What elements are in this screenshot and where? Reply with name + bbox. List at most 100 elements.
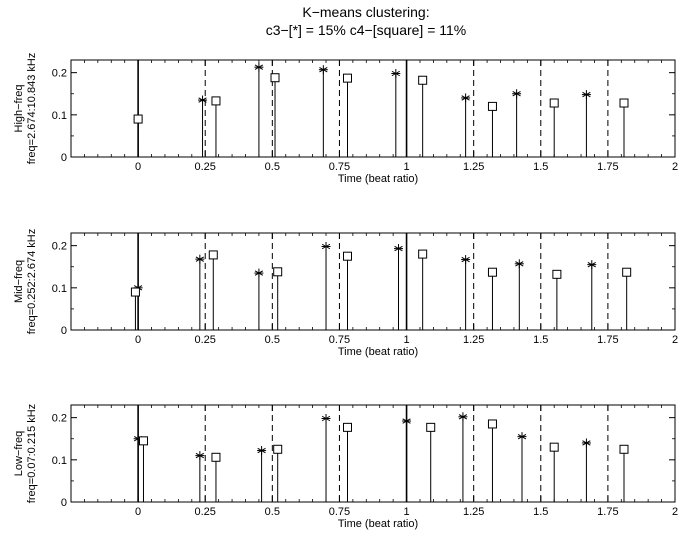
subplot-3: 0 0.25 0.5 0.75 1 1.25 1.5 1.75 2 0 0.1 0.2 Time (be… [13, 404, 678, 530]
star-marker [581, 90, 591, 100]
square-marker [418, 75, 428, 85]
y-axis-label-line1: Low−freq [13, 431, 25, 477]
x-tick-label: 0.5 [265, 506, 280, 518]
x-tick-label: 0.25 [195, 161, 216, 173]
x-tick-label: 0.25 [195, 506, 216, 518]
figure-title-line1: K−means clustering: [302, 4, 429, 20]
x-axis-label: Time (beat ratio) [338, 346, 418, 358]
star-marker [587, 260, 597, 270]
x-tick-label: 1.5 [533, 506, 548, 518]
star-marker [257, 446, 267, 456]
x-tick-label: 0.75 [329, 334, 350, 346]
square-marker [273, 444, 283, 454]
square-marker [619, 98, 629, 108]
x-tick-label: 1 [403, 334, 409, 346]
y-axis-label-line2: freq=2.674:10.843 kHz [26, 53, 38, 165]
square-marker [138, 436, 148, 446]
star-marker [512, 89, 522, 99]
x-tick-label: 0 [135, 161, 141, 173]
star-marker [391, 68, 401, 78]
square-marker [418, 249, 428, 259]
y-axis-label-line1: High−freq [13, 84, 25, 132]
square-marker [130, 287, 140, 297]
x-tick-label: 1.75 [597, 334, 618, 346]
subplot-2: 0 0.25 0.5 0.75 1 1.25 1.5 1.75 2 0 0.1 0.2 Time (be… [13, 229, 678, 358]
x-tick-label: 1 [403, 161, 409, 173]
square-marker [211, 96, 221, 106]
y-tick-label: 0.1 [52, 455, 67, 467]
x-tick-label: 0.5 [265, 161, 280, 173]
star-marker [458, 412, 468, 422]
x-tick-label: 1.75 [597, 506, 618, 518]
star-marker [318, 65, 328, 75]
square-marker [342, 251, 352, 261]
star-marker [461, 93, 471, 103]
y-tick-label: 0 [61, 152, 67, 164]
x-tick-label: 1.25 [463, 334, 484, 346]
square-marker [273, 267, 283, 277]
square-marker [426, 422, 436, 432]
star-marker [195, 451, 205, 461]
square-marker [552, 269, 562, 279]
star-marker [198, 95, 208, 105]
subplot-1: 0 0.25 0.5 0.75 1 1.25 1.5 1.75 2 0 0.1 0.2 Time (be… [13, 53, 678, 185]
star-marker [195, 254, 205, 264]
x-axis-label: Time (beat ratio) [338, 173, 418, 185]
y-axis-label-line2: freq=0.252:2.674 kHz [26, 229, 38, 335]
x-tick-label: 0 [135, 334, 141, 346]
y-axis-label-line1: Mid−freq [13, 260, 25, 303]
figure-title-line2: c3−[*] = 15% c4−[square] = 11% [266, 22, 467, 38]
square-marker [211, 452, 221, 462]
y-tick-label: 0.2 [52, 241, 67, 253]
y-axis-label-line2: freq=0.07:0.215 kHz [26, 404, 38, 503]
star-marker [402, 416, 412, 426]
square-marker [133, 114, 143, 124]
x-tick-label: 1.75 [597, 161, 618, 173]
axes-frame [70, 59, 676, 158]
square-marker [622, 267, 632, 277]
square-marker [487, 267, 497, 277]
x-tick-label: 2 [672, 334, 678, 346]
square-marker [487, 101, 497, 111]
square-marker [549, 442, 559, 452]
x-tick-label: 1.25 [463, 506, 484, 518]
square-marker [342, 422, 352, 432]
star-marker [394, 244, 404, 254]
x-tick-label: 0.75 [329, 161, 350, 173]
star-marker [514, 259, 524, 269]
x-tick-label: 2 [672, 161, 678, 173]
subplot-group: 0 0.25 0.5 0.75 1 1.25 1.5 1.75 2 0 0.1 0.2 Time (be… [13, 53, 678, 530]
x-tick-label: 0 [135, 506, 141, 518]
x-tick-label: 0.5 [265, 334, 280, 346]
square-marker [619, 444, 629, 454]
y-tick-label: 0 [61, 497, 67, 509]
x-tick-label: 1.25 [463, 161, 484, 173]
star-marker [321, 241, 331, 251]
square-marker [208, 250, 218, 260]
star-marker [254, 62, 264, 72]
x-axis-label: Time (beat ratio) [338, 518, 418, 530]
x-tick-label: 1.5 [533, 334, 548, 346]
star-marker [517, 432, 527, 442]
x-tick-label: 2 [672, 506, 678, 518]
y-tick-label: 0 [61, 325, 67, 337]
star-marker [321, 413, 331, 423]
y-tick-label: 0.2 [52, 68, 67, 80]
y-tick-label: 0.2 [52, 413, 67, 425]
x-tick-label: 0.25 [195, 334, 216, 346]
axes-frame [70, 232, 676, 331]
x-tick-label: 0.75 [329, 506, 350, 518]
axes-frame [70, 404, 676, 503]
square-marker [549, 98, 559, 108]
star-marker [254, 268, 264, 278]
y-tick-label: 0.1 [52, 110, 67, 122]
x-tick-label: 1.5 [533, 161, 548, 173]
square-marker [487, 419, 497, 429]
y-tick-label: 0.1 [52, 283, 67, 295]
x-tick-label: 1 [403, 506, 409, 518]
star-marker [581, 438, 591, 448]
square-marker [270, 73, 280, 83]
star-marker [461, 255, 471, 265]
